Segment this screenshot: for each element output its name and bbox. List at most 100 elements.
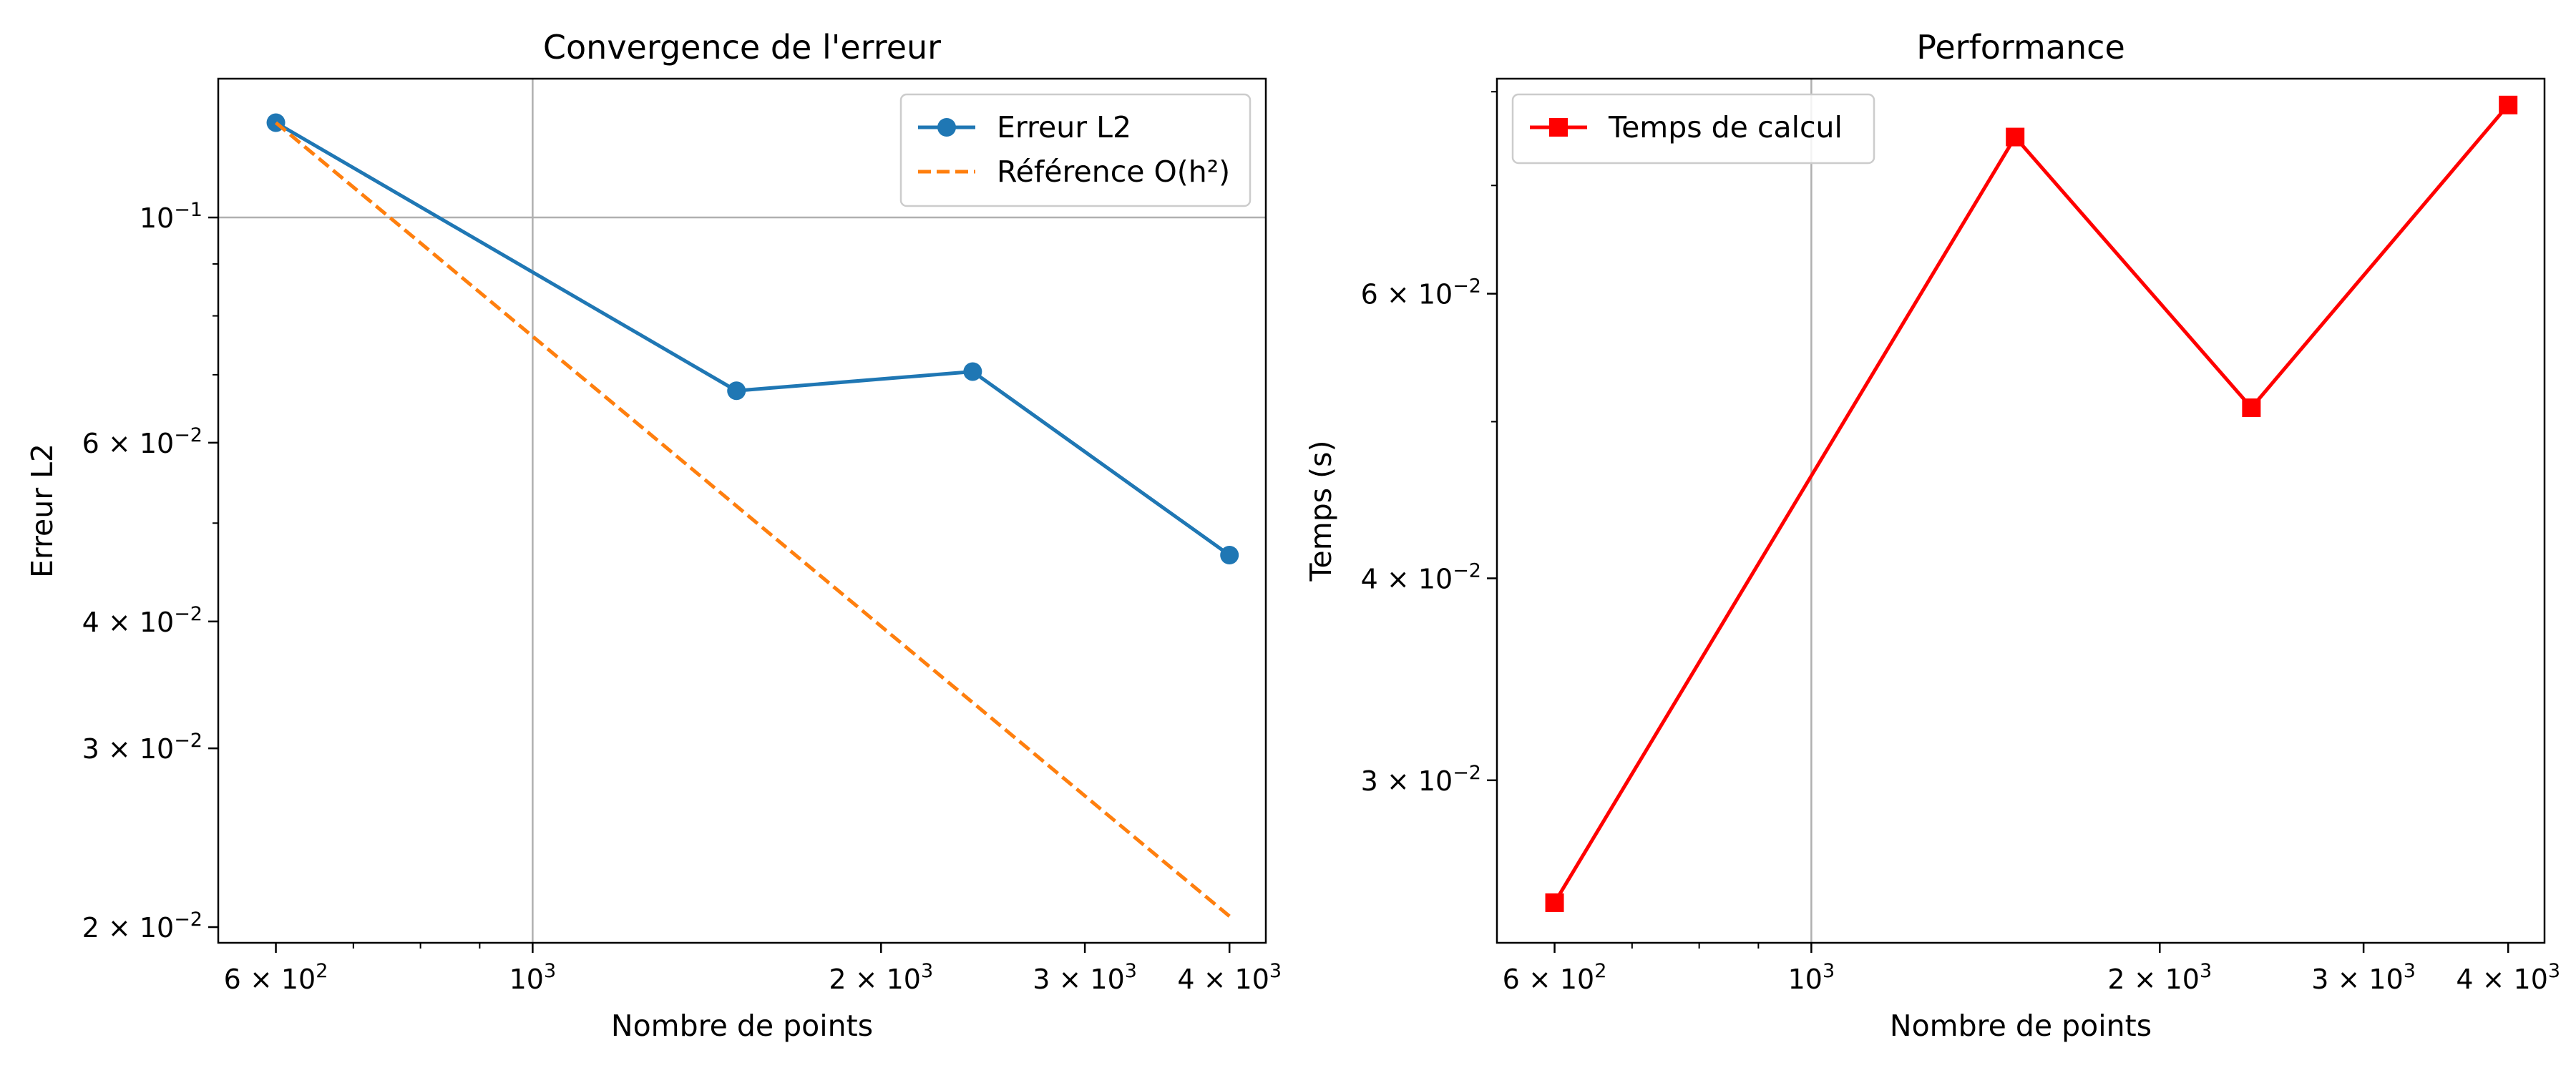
- legend-label: Référence O(h²): [997, 155, 1230, 189]
- x-tick-label: 2 × 103: [2107, 960, 2212, 995]
- tick-mantissa: 6: [1503, 964, 1520, 995]
- tick-exponent: 3: [1823, 960, 1835, 982]
- tick-mantissa: 2: [82, 912, 99, 944]
- tick-mantissa: 6: [1361, 279, 1378, 310]
- series-line: [274, 121, 1231, 918]
- tick-exponent: 3: [921, 960, 933, 982]
- tick-times: × 10: [99, 733, 174, 765]
- legend-label: Erreur L2: [997, 110, 1131, 144]
- x-tick-label: 4 × 103: [2456, 960, 2560, 995]
- tick-mantissa: 4: [1177, 964, 1194, 995]
- tick-exponent: −2: [1453, 559, 1481, 582]
- data-point: [727, 381, 746, 401]
- tick-times: × 10: [1520, 964, 1594, 995]
- tick-exponent: 3: [1269, 960, 1282, 982]
- tick-base: 10: [1788, 964, 1823, 995]
- y-axis-label: Erreur L2: [25, 444, 59, 578]
- legend-label: Temps de calcul: [1608, 110, 1843, 144]
- tick-mantissa: 4: [2456, 964, 2473, 995]
- y-axis-label: Temps (s): [1304, 440, 1338, 582]
- tick-exponent: −2: [174, 908, 203, 931]
- chart-title: Convergence de l'erreur: [543, 28, 941, 67]
- x-tick-label: 103: [1788, 960, 1835, 995]
- tick-mantissa: 3: [82, 733, 99, 765]
- tick-times: × 10: [99, 607, 174, 638]
- tick-exponent: 2: [1594, 960, 1606, 982]
- tick-mantissa: 6: [224, 964, 241, 995]
- axes-frame: [217, 77, 1267, 944]
- legend-box: [899, 93, 1252, 207]
- data-point: [1545, 893, 1564, 912]
- tick-exponent: 2: [316, 960, 328, 982]
- y-tick-label: 4 × 10−2: [1361, 559, 1481, 594]
- tick-exponent: −2: [1453, 275, 1481, 298]
- x-tick-label: 6 × 102: [224, 960, 328, 995]
- tick-exponent: −2: [1453, 762, 1481, 784]
- tick-exponent: −2: [174, 730, 203, 752]
- tick-exponent: 3: [2404, 960, 2416, 982]
- tick-times: × 10: [99, 428, 174, 459]
- tick-times: × 10: [1050, 964, 1124, 995]
- y-tick-label: 4 × 10−2: [82, 603, 203, 638]
- tick-times: × 10: [99, 912, 174, 944]
- tick-mantissa: 2: [2107, 964, 2124, 995]
- legend: Erreur L2 Référence O(h²): [899, 93, 1252, 207]
- tick-mantissa: 3: [1033, 964, 1050, 995]
- tick-times: × 10: [241, 964, 316, 995]
- chart-title: Performance: [1916, 28, 2125, 67]
- y-tick-label: 3 × 10−2: [1361, 762, 1481, 797]
- series-1: [266, 113, 1239, 565]
- tick-exponent: −2: [174, 603, 203, 625]
- x-axis-label: Nombre de points: [611, 1009, 873, 1043]
- data-point: [2499, 95, 2518, 114]
- tick-exponent: 3: [1125, 960, 1137, 982]
- tick-mantissa: 3: [1361, 765, 1378, 797]
- data-point: [2242, 398, 2261, 418]
- legend-swatch-marker: [1549, 118, 1568, 137]
- legend-swatch-marker: [937, 118, 956, 137]
- tick-mantissa: 3: [2311, 964, 2328, 995]
- tick-exponent: 3: [2548, 960, 2560, 982]
- series-line: [1553, 103, 2510, 905]
- y-tick-label: 3 × 10−2: [82, 730, 203, 765]
- x-tick-label: 2 × 103: [829, 960, 933, 995]
- legend-box: [1511, 93, 1875, 165]
- tick-times: × 10: [2328, 964, 2403, 995]
- tick-times: × 10: [2125, 964, 2200, 995]
- tick-times: × 10: [1378, 563, 1453, 594]
- tick-times: × 10: [1378, 279, 1453, 310]
- tick-times: × 10: [2474, 964, 2548, 995]
- x-tick-label: 6 × 102: [1503, 960, 1607, 995]
- axes-frame: [1496, 77, 2546, 944]
- x-tick-label: 4 × 103: [1177, 960, 1282, 995]
- y-tick-label: 10−1: [140, 199, 203, 234]
- series-1: [1545, 95, 2518, 912]
- tick-base: 10: [509, 964, 544, 995]
- plot-area: [1497, 79, 2545, 943]
- tick-exponent: 3: [2200, 960, 2212, 982]
- y-tick-label: 6 × 10−2: [82, 424, 203, 459]
- data-point: [2006, 127, 2025, 147]
- x-tick-label: 103: [509, 960, 557, 995]
- tick-mantissa: 4: [82, 607, 99, 638]
- tick-times: × 10: [847, 964, 921, 995]
- data-point: [963, 362, 982, 381]
- tick-times: × 10: [1195, 964, 1269, 995]
- tick-mantissa: 4: [1361, 563, 1378, 594]
- x-axis-label: Nombre de points: [1890, 1009, 2152, 1043]
- y-tick-label: 2 × 10−2: [82, 908, 203, 944]
- tick-mantissa: 2: [829, 964, 846, 995]
- tick-exponent: −2: [174, 424, 203, 446]
- x-tick-label: 3 × 103: [2311, 960, 2416, 995]
- data-point: [1220, 546, 1239, 565]
- x-tick-label: 3 × 103: [1033, 960, 1137, 995]
- tick-times: × 10: [1378, 765, 1453, 797]
- tick-mantissa: 6: [82, 428, 99, 459]
- series-2: [274, 121, 1231, 918]
- y-tick-label: 6 × 10−2: [1361, 275, 1481, 310]
- tick-exponent: 3: [544, 960, 556, 982]
- tick-exponent: −1: [174, 199, 203, 221]
